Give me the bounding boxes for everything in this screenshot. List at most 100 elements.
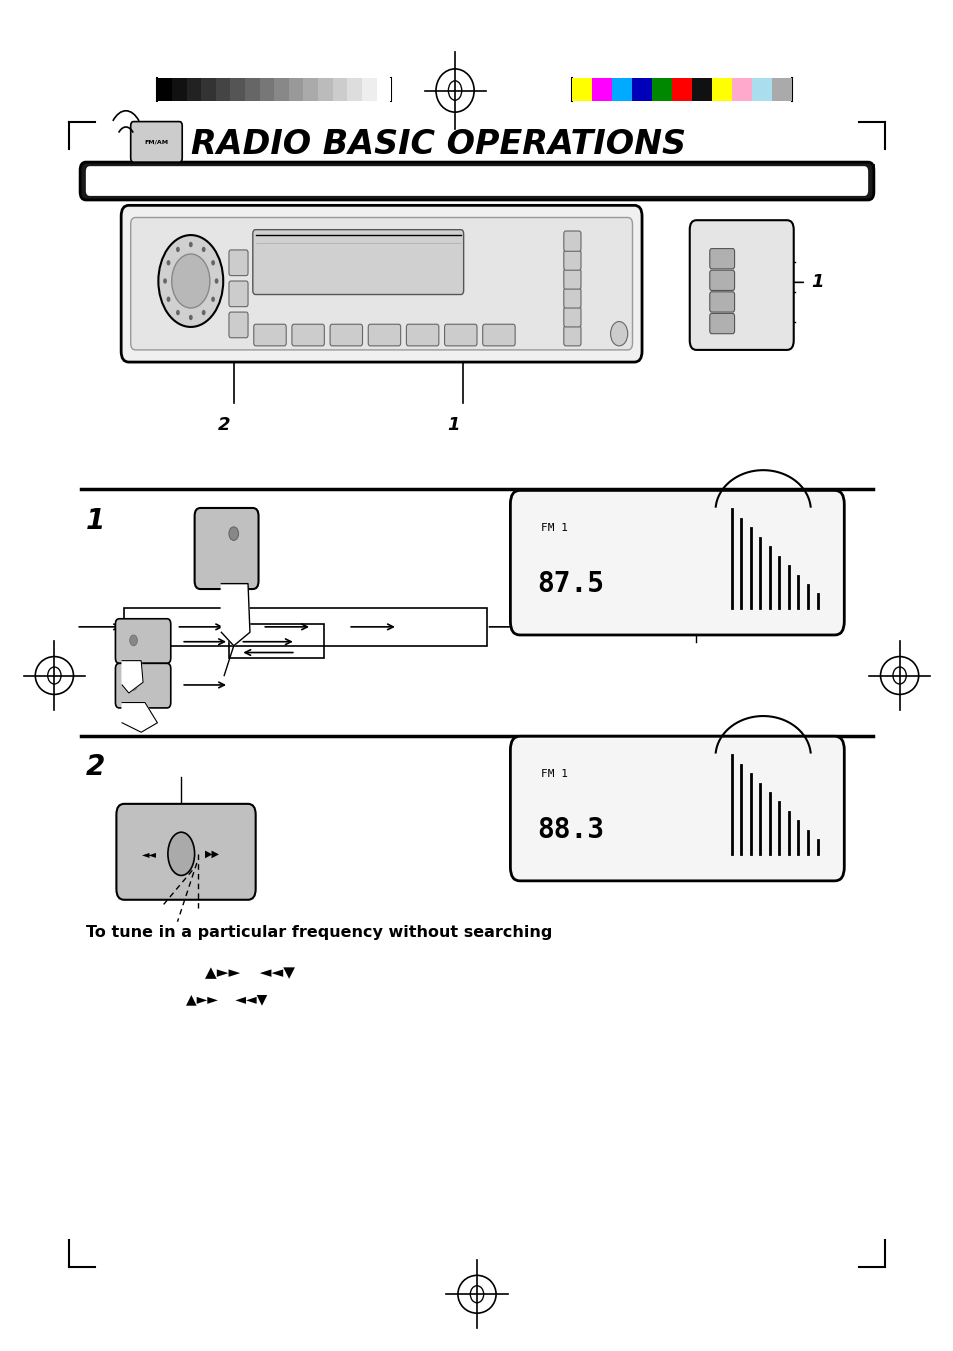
Text: 1: 1 (810, 273, 822, 292)
FancyBboxPatch shape (80, 162, 873, 200)
Text: 88.3: 88.3 (537, 816, 603, 843)
FancyBboxPatch shape (563, 231, 580, 251)
FancyBboxPatch shape (563, 250, 580, 270)
FancyBboxPatch shape (510, 490, 843, 635)
Bar (731, 78, 751, 101)
Circle shape (211, 297, 214, 303)
Circle shape (189, 242, 193, 247)
Ellipse shape (48, 667, 61, 684)
Bar (361, 78, 376, 101)
Text: To tune in a particular frequency without searching: To tune in a particular frequency withou… (86, 924, 552, 940)
Text: 1: 1 (86, 507, 105, 535)
Text: FM 1: FM 1 (540, 769, 567, 780)
Bar (172, 78, 187, 101)
Text: FM 1: FM 1 (540, 523, 567, 534)
FancyBboxPatch shape (709, 292, 734, 312)
Text: ◄◄: ◄◄ (142, 848, 157, 859)
FancyBboxPatch shape (563, 307, 580, 327)
Circle shape (167, 261, 171, 266)
Circle shape (176, 247, 179, 253)
Bar (303, 78, 317, 101)
FancyBboxPatch shape (131, 122, 182, 162)
FancyBboxPatch shape (253, 324, 286, 346)
Circle shape (130, 680, 137, 690)
FancyBboxPatch shape (689, 220, 793, 350)
FancyBboxPatch shape (563, 326, 580, 346)
FancyBboxPatch shape (709, 249, 734, 269)
FancyBboxPatch shape (115, 619, 171, 663)
Circle shape (158, 235, 223, 327)
Ellipse shape (448, 81, 461, 100)
Circle shape (202, 309, 205, 315)
Circle shape (214, 278, 218, 284)
FancyBboxPatch shape (121, 205, 641, 362)
Circle shape (163, 278, 167, 284)
Bar (231, 78, 245, 101)
Bar (333, 78, 347, 101)
Text: ▶▶: ▶▶ (205, 848, 220, 859)
Bar (187, 78, 201, 101)
Bar (245, 78, 259, 101)
Bar (259, 78, 274, 101)
FancyBboxPatch shape (563, 288, 580, 308)
FancyBboxPatch shape (444, 324, 476, 346)
Bar (572, 78, 592, 101)
FancyBboxPatch shape (330, 324, 362, 346)
Circle shape (211, 261, 214, 266)
FancyBboxPatch shape (482, 324, 515, 346)
Bar (289, 78, 303, 101)
FancyBboxPatch shape (86, 166, 867, 196)
Bar (612, 78, 632, 101)
FancyBboxPatch shape (563, 269, 580, 289)
FancyBboxPatch shape (194, 508, 258, 589)
FancyBboxPatch shape (510, 736, 843, 881)
FancyBboxPatch shape (229, 250, 248, 276)
Text: 2: 2 (86, 753, 105, 781)
Polygon shape (221, 584, 250, 646)
Bar (124, 608, 486, 646)
Ellipse shape (35, 657, 73, 694)
FancyBboxPatch shape (709, 270, 734, 290)
Bar (771, 78, 791, 101)
Circle shape (130, 635, 137, 646)
Bar (632, 78, 652, 101)
Polygon shape (122, 703, 157, 732)
Bar (376, 78, 391, 101)
Bar (201, 78, 215, 101)
Ellipse shape (880, 657, 918, 694)
FancyBboxPatch shape (368, 324, 400, 346)
FancyBboxPatch shape (229, 312, 248, 338)
Bar (317, 78, 333, 101)
Ellipse shape (168, 832, 194, 875)
Bar (751, 78, 771, 101)
FancyBboxPatch shape (709, 313, 734, 334)
Bar (691, 78, 711, 101)
FancyBboxPatch shape (406, 324, 438, 346)
Ellipse shape (470, 1286, 483, 1302)
Ellipse shape (457, 1275, 496, 1313)
FancyBboxPatch shape (253, 230, 463, 295)
Bar (229, 624, 324, 658)
Ellipse shape (892, 667, 905, 684)
Bar (592, 78, 612, 101)
Circle shape (167, 297, 171, 303)
Bar (672, 78, 691, 101)
Bar (347, 78, 361, 101)
Polygon shape (122, 661, 143, 693)
Circle shape (175, 309, 179, 315)
Text: ▲►►    ◄◄▼: ▲►► ◄◄▼ (186, 993, 267, 1006)
FancyBboxPatch shape (292, 324, 324, 346)
FancyBboxPatch shape (116, 804, 255, 900)
FancyBboxPatch shape (115, 663, 171, 708)
Bar (215, 78, 231, 101)
Ellipse shape (436, 69, 474, 112)
Bar (157, 78, 172, 101)
Bar (652, 78, 672, 101)
Text: ▲►►    ◄◄▼: ▲►► ◄◄▼ (205, 965, 294, 981)
Text: RADIO BASIC OPERATIONS: RADIO BASIC OPERATIONS (191, 128, 685, 161)
Text: FM/AM: FM/AM (144, 139, 169, 145)
FancyBboxPatch shape (131, 218, 632, 350)
Circle shape (229, 527, 238, 540)
Bar (274, 78, 289, 101)
Text: 1: 1 (446, 416, 459, 434)
